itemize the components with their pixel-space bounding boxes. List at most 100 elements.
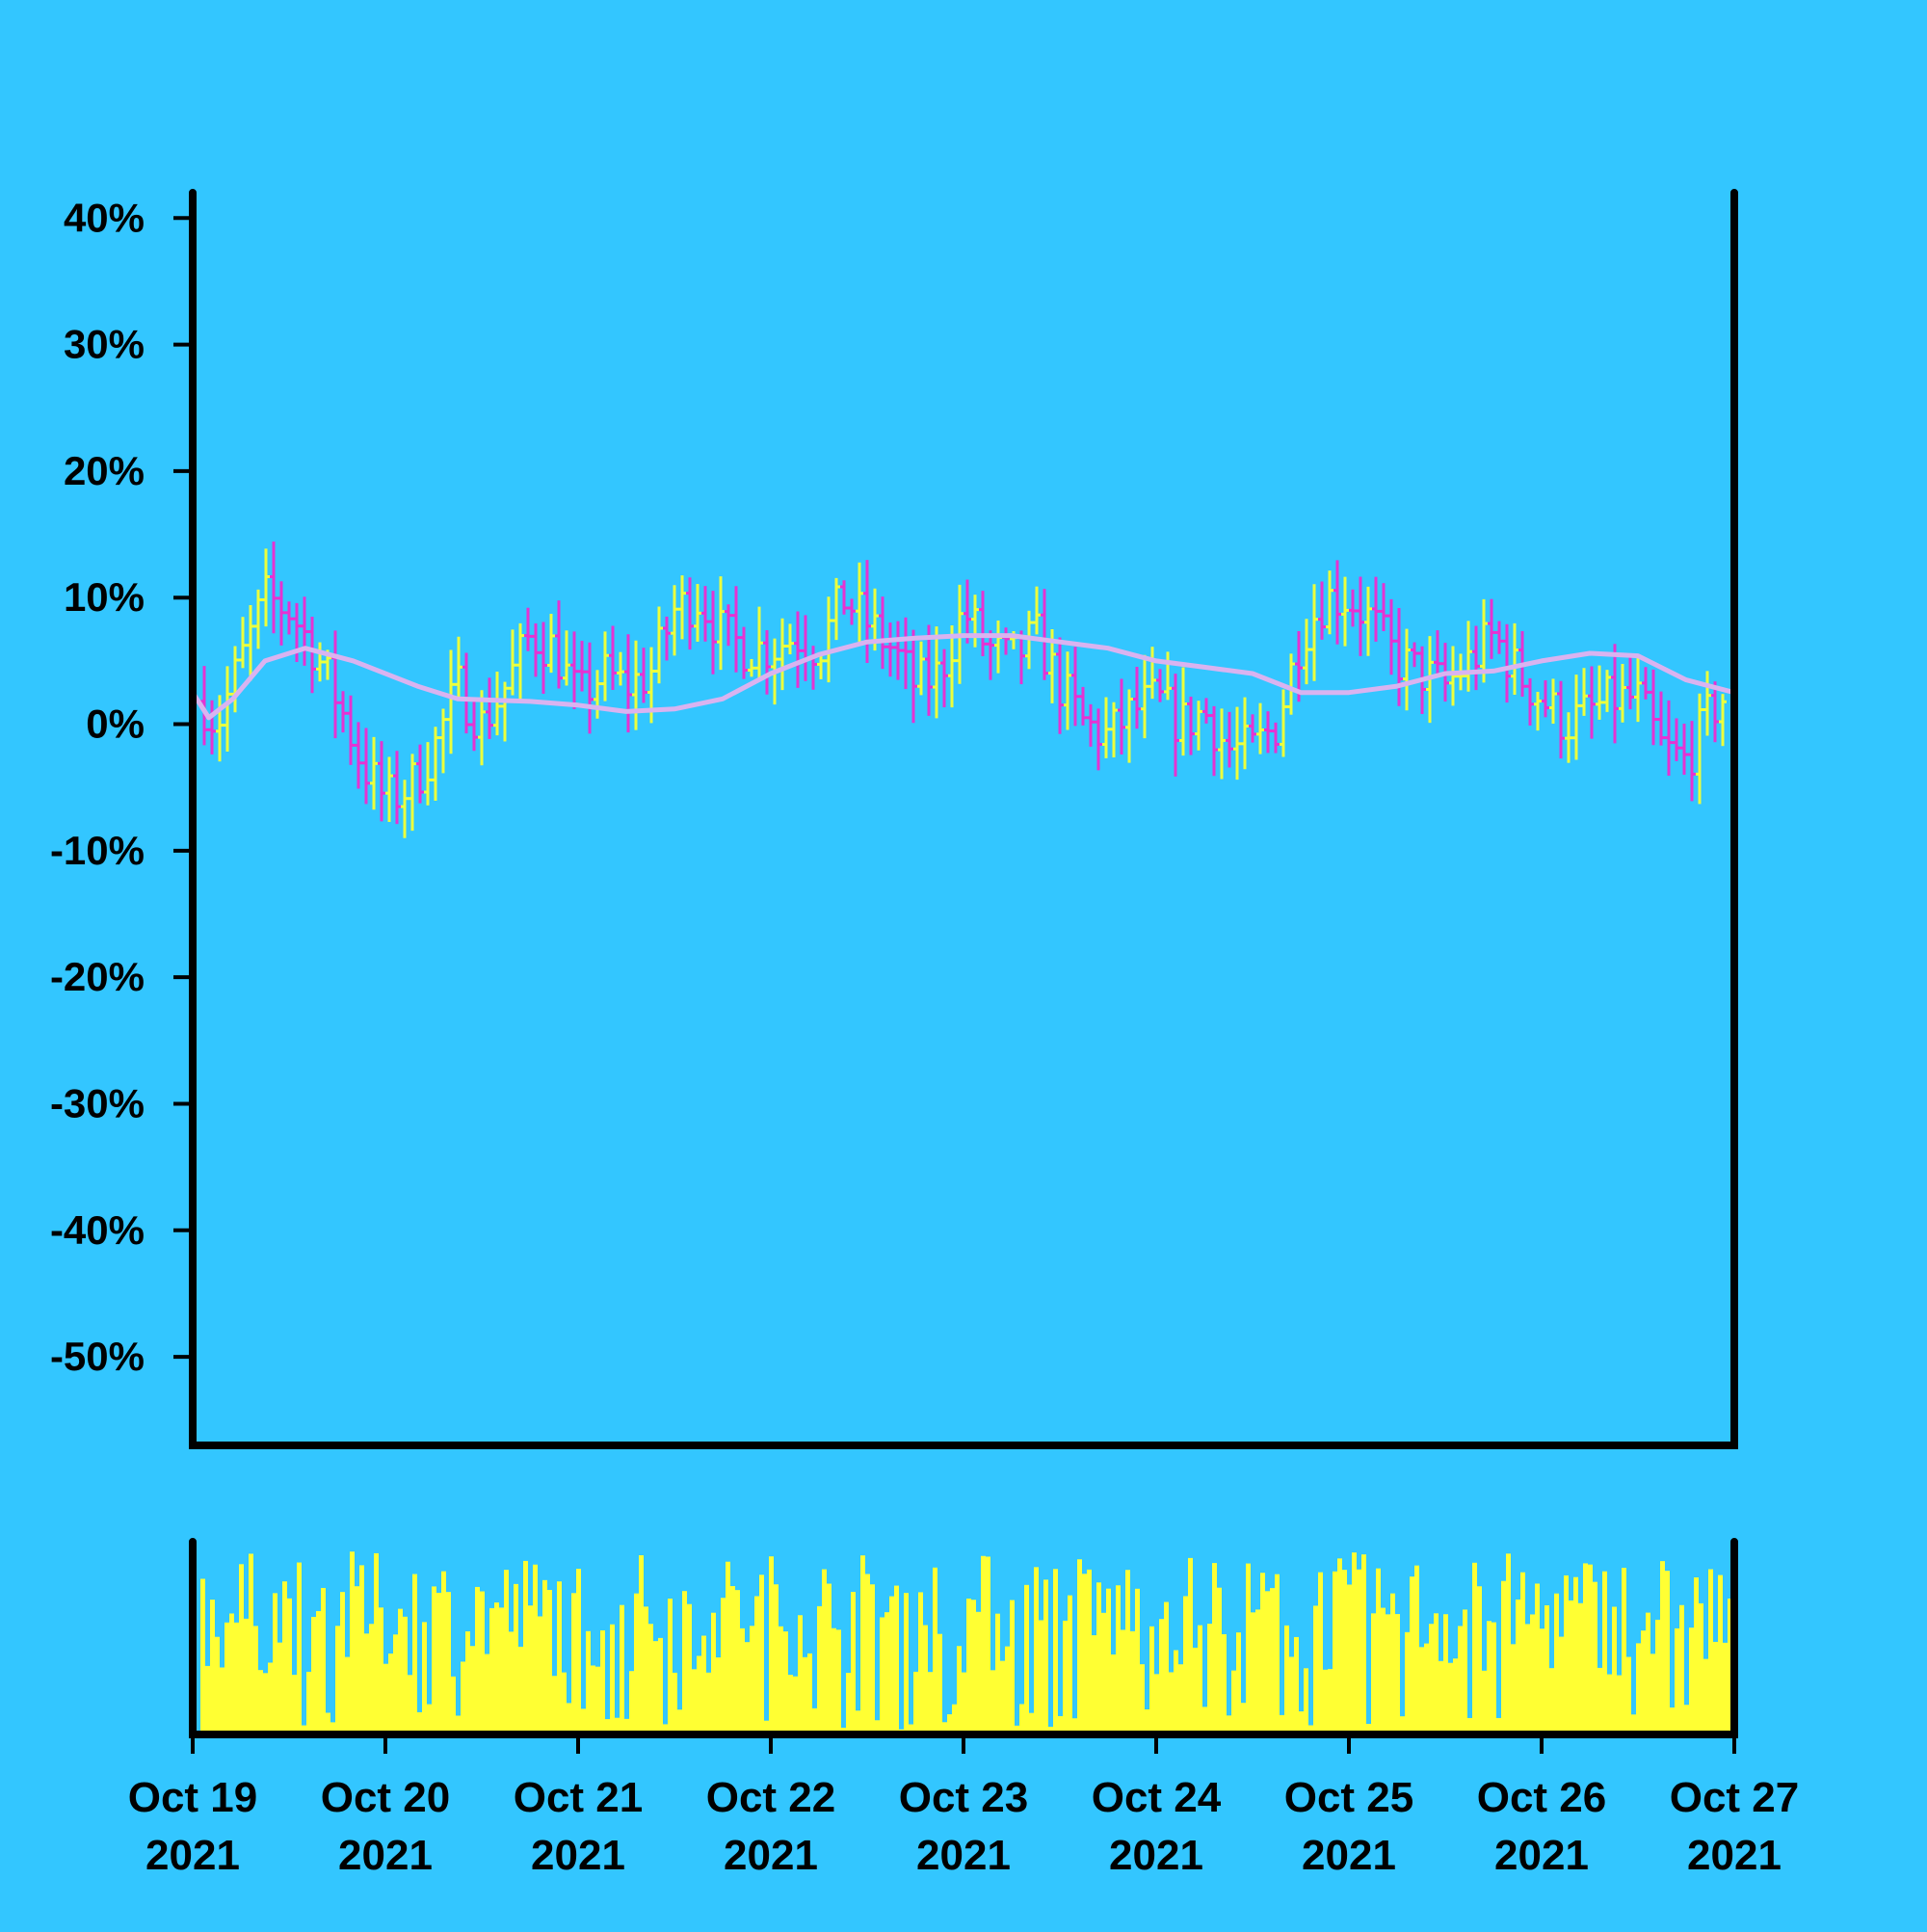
ohlc-bar xyxy=(1696,693,1703,805)
x-axis-ticks: Oct 19 2021 Oct 20 2021 Oct 21 2021 Oct 22 2021… xyxy=(128,1734,1799,1879)
volume-bar xyxy=(1164,1601,1169,1734)
x-tick-label-year: 2021 xyxy=(1687,1832,1782,1879)
ohlc-bar xyxy=(748,658,755,677)
volume-bar xyxy=(981,1555,986,1734)
ohlc-bar xyxy=(1387,598,1395,675)
ohlc-bar xyxy=(732,586,740,673)
volume-bar xyxy=(292,1675,297,1734)
volume-bar xyxy=(335,1626,340,1734)
ohlc-bar xyxy=(1549,678,1557,725)
ohlc-bar xyxy=(1187,696,1195,755)
ohlc-bar xyxy=(1542,679,1549,718)
ohlc-bar xyxy=(1673,718,1680,761)
ohlc-bar xyxy=(224,666,231,753)
volume-bar xyxy=(1448,1662,1453,1734)
ohlc-bar xyxy=(1210,705,1218,777)
volume-bar xyxy=(687,1603,692,1734)
ohlc-bar xyxy=(894,621,902,680)
volume-bar xyxy=(1255,1609,1260,1734)
ohlc-bar xyxy=(247,605,254,681)
volume-bar xyxy=(1641,1630,1646,1734)
volume-bar xyxy=(388,1654,393,1734)
ohlc-bar xyxy=(1172,674,1179,777)
volume-bar xyxy=(1265,1591,1270,1734)
ohlc-bar xyxy=(393,751,401,825)
volume-bar xyxy=(875,1720,880,1734)
volume-bar xyxy=(668,1599,673,1734)
volume-bar xyxy=(398,1608,403,1734)
volume-bar xyxy=(846,1673,851,1734)
x-tick-label-date: Oct 25 xyxy=(1284,1774,1414,1821)
volume-bar xyxy=(1029,1712,1034,1734)
x-tick-label-date: Oct 26 xyxy=(1477,1774,1607,1821)
volume-bar xyxy=(340,1592,345,1734)
ohlc-bar xyxy=(231,646,239,713)
volume-bar xyxy=(1588,1564,1593,1734)
ohlc-bar xyxy=(239,617,247,669)
ohlc-bar xyxy=(948,625,956,708)
ohlc-bar xyxy=(1403,628,1411,711)
volume-bar xyxy=(779,1626,783,1734)
volume-bar xyxy=(904,1593,909,1734)
ohlc-bar xyxy=(1372,576,1380,642)
x-tick-label-date: Oct 20 xyxy=(321,1774,451,1821)
volume-bar xyxy=(1439,1660,1443,1734)
ohlc-bar xyxy=(1364,586,1372,656)
ohlc-bar xyxy=(717,576,725,671)
volume-bar xyxy=(504,1570,509,1734)
volume-bar xyxy=(894,1585,899,1734)
ohlc-bar xyxy=(1341,576,1349,647)
volume-bar xyxy=(1082,1574,1087,1734)
volume-bar xyxy=(1453,1658,1458,1734)
volume-bar xyxy=(403,1616,408,1734)
volume-bar xyxy=(1593,1581,1597,1734)
ohlc-bar xyxy=(940,648,948,708)
volume-bar xyxy=(615,1717,620,1734)
ohlc-bar xyxy=(725,604,732,647)
volume-bar xyxy=(436,1592,441,1734)
ohlc-bar xyxy=(925,624,933,716)
ohlc-bar xyxy=(1603,670,1611,712)
volume-bar xyxy=(1125,1570,1130,1734)
ohlc-bar xyxy=(277,581,285,646)
ohlc-bar xyxy=(262,548,270,627)
volume-bar xyxy=(1569,1600,1573,1734)
ohlc-bar xyxy=(1465,621,1472,692)
volume-bar xyxy=(1096,1582,1101,1734)
volume-bar xyxy=(475,1586,480,1734)
ohlc-bar xyxy=(216,695,224,762)
volume-bar xyxy=(369,1624,374,1734)
ohlc-bar xyxy=(1565,712,1572,763)
volume-bar xyxy=(1159,1619,1164,1734)
volume-panel-bars xyxy=(200,1551,1732,1734)
ohlc-bar xyxy=(447,649,455,754)
volume-bar xyxy=(740,1628,745,1734)
volume-bar xyxy=(1434,1613,1439,1734)
ohlc-bar xyxy=(570,631,578,709)
ohlc-bar xyxy=(663,616,671,661)
volume-bar xyxy=(422,1622,427,1734)
volume-bar xyxy=(258,1670,263,1734)
ohlc-bar xyxy=(409,754,416,832)
volume-bar xyxy=(277,1642,282,1734)
volume-bar xyxy=(249,1553,253,1734)
volume-bar xyxy=(933,1567,937,1734)
volume-bar xyxy=(1626,1656,1631,1734)
volume-bar xyxy=(552,1676,557,1734)
ohlc-bar xyxy=(1526,677,1534,726)
volume-bar xyxy=(509,1631,514,1734)
ohlc-bar xyxy=(1711,681,1719,743)
volume-bar xyxy=(1540,1628,1544,1734)
x-tick-label-date: Oct 19 xyxy=(128,1774,258,1821)
volume-bar xyxy=(798,1615,803,1734)
volume-bar xyxy=(1135,1588,1140,1734)
volume-bar xyxy=(1660,1561,1665,1734)
volume-bar xyxy=(244,1618,249,1734)
ohlc-bar xyxy=(1411,642,1418,668)
volume-bar xyxy=(326,1712,330,1734)
volume-bar xyxy=(273,1593,277,1734)
ohlc-bar xyxy=(1357,576,1364,656)
volume-bar xyxy=(1516,1599,1520,1734)
x-tick-label-year: 2021 xyxy=(145,1832,240,1879)
ohlc-bar xyxy=(462,652,470,734)
